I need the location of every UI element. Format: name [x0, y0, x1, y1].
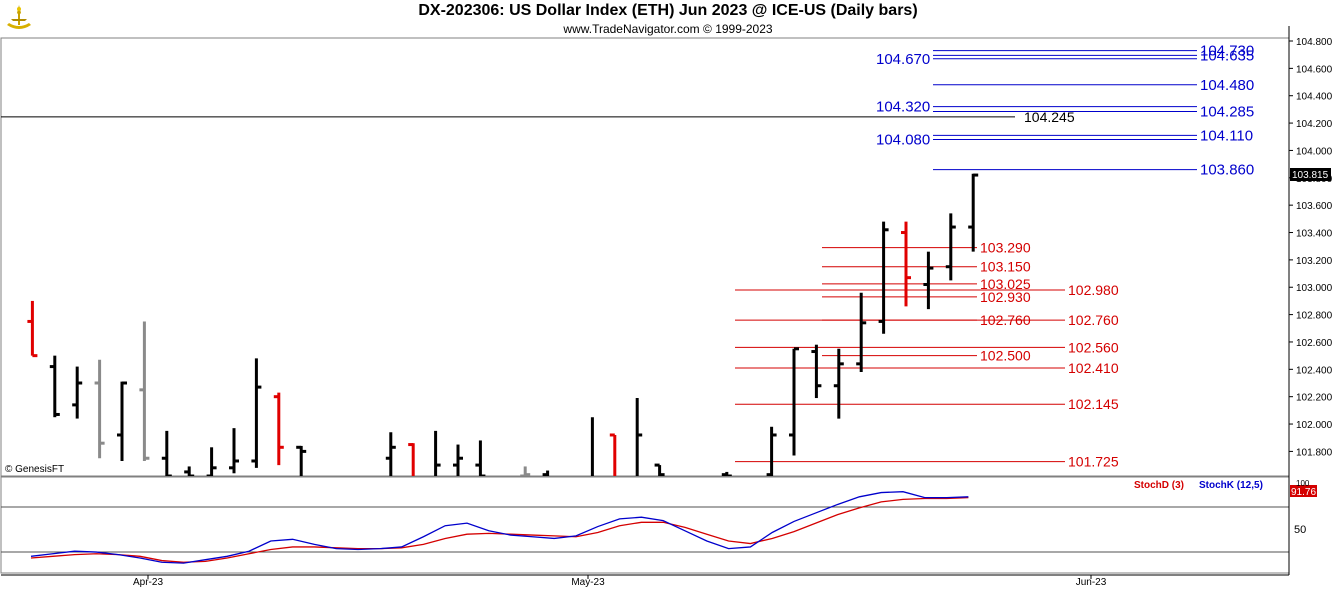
date-tick-label: Jun-23	[1076, 577, 1107, 588]
chart-title: DX-202306: US Dollar Index (ETH) Jun 202…	[418, 2, 918, 19]
level-label-red-long: 102.410	[1068, 360, 1119, 376]
legend-stoch-d: StochD (3)	[1134, 480, 1184, 491]
chart-subtitle: www.TradeNavigator.com © 1999-2023	[563, 22, 773, 36]
level-label-blue-left: 104.080	[876, 131, 930, 148]
level-label-red-short: 103.290	[980, 240, 1031, 256]
date-tick-label: May-23	[571, 577, 605, 588]
level-label-blue: 104.730	[1200, 43, 1254, 60]
price-tick-label: 102.400	[1296, 365, 1333, 376]
level-label-red-long: 102.560	[1068, 339, 1119, 355]
level-label-red-long: 102.760	[1068, 312, 1119, 328]
date-tick-label: Apr-23	[133, 577, 163, 588]
level-label-blue-left: 104.670	[876, 51, 930, 68]
level-label-black: 104.245	[1024, 109, 1075, 125]
price-tick-label: 104.800	[1296, 37, 1333, 48]
last-price-box	[1290, 168, 1331, 181]
date-axis-ticks: Apr-23 May-23 Jun-23	[133, 575, 1107, 588]
level-label-blue: 104.110	[1200, 127, 1253, 144]
price-tick-label: 102.200	[1296, 393, 1333, 404]
level-label-red-long: 102.145	[1068, 396, 1119, 412]
price-tick-label: 104.000	[1296, 146, 1333, 157]
price-tick-label: 103.200	[1296, 256, 1333, 267]
stoch-pane	[0, 476, 1290, 574]
trade-navigator-logo-icon	[7, 5, 31, 29]
right-axis	[1289, 26, 1336, 576]
stoch-tick-50: 50	[1294, 524, 1306, 536]
level-label-red-short: 103.025	[980, 276, 1031, 292]
last-stoch-label: 91.76	[1291, 487, 1316, 498]
level-label-red-short: 102.930	[980, 289, 1031, 305]
price-tick-label: 104.200	[1296, 119, 1333, 130]
price-tick-label: 103.400	[1296, 229, 1333, 240]
level-label-red-short: 103.150	[980, 259, 1031, 275]
price-tick-label: 103.600	[1296, 201, 1333, 212]
level-label-red-short: 102.500	[980, 348, 1031, 364]
level-label-blue-left: 104.320	[876, 99, 930, 116]
last-stoch-box	[1290, 485, 1317, 497]
stoch-tick-100: 100	[1296, 479, 1310, 488]
last-price-label: 103.815	[1292, 170, 1329, 181]
level-label-red-long: 101.725	[1068, 454, 1119, 470]
price-tick-label: 102.600	[1296, 338, 1333, 349]
level-label-blue: 104.480	[1200, 77, 1254, 94]
level-label-blue: 104.285	[1200, 103, 1254, 120]
price-tick-label: 104.400	[1296, 92, 1333, 103]
legend-stoch-k: StochK (12,5)	[1199, 480, 1263, 491]
price-tick-label: 103.000	[1296, 283, 1333, 294]
price-tick-label: 104.600	[1296, 64, 1333, 75]
price-tick-label: 102.000	[1296, 420, 1333, 431]
price-tick-label: 102.800	[1296, 311, 1333, 322]
level-label-blue: 103.860	[1200, 162, 1254, 179]
price-bars	[27, 173, 979, 476]
level-label-blue: 104.635	[1200, 47, 1254, 64]
level-label-red-long: 102.980	[1068, 282, 1119, 298]
price-tick-label: 101.800	[1296, 447, 1333, 458]
watermark: © GenesisFT	[5, 464, 64, 475]
stoch-line-k	[30, 491, 969, 564]
stochastic-series	[30, 491, 969, 564]
